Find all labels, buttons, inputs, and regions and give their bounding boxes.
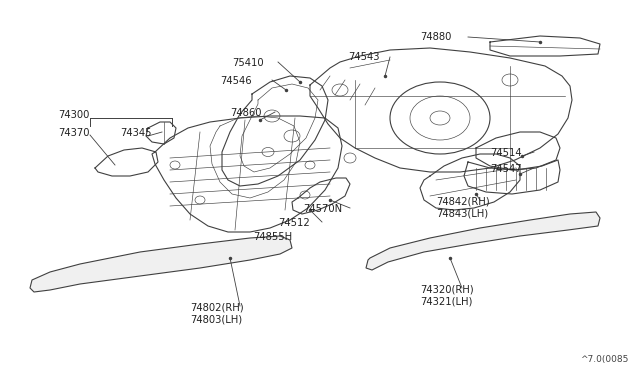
Text: 75410: 75410	[232, 58, 264, 68]
Text: 74543: 74543	[348, 52, 380, 62]
Text: 74547: 74547	[490, 164, 522, 174]
Text: 74514: 74514	[490, 148, 522, 158]
Polygon shape	[366, 212, 600, 270]
Text: 74370: 74370	[58, 128, 90, 138]
Polygon shape	[30, 236, 292, 292]
Text: 74546: 74546	[220, 76, 252, 86]
Text: 74512: 74512	[278, 218, 310, 228]
Text: 74860: 74860	[230, 108, 262, 118]
Text: 74320(RH)
74321(LH): 74320(RH) 74321(LH)	[420, 284, 474, 307]
Text: 74345: 74345	[120, 128, 152, 138]
Text: 74802(RH)
74803(LH): 74802(RH) 74803(LH)	[190, 302, 244, 324]
Text: 74880: 74880	[420, 32, 451, 42]
Text: 74300: 74300	[58, 110, 90, 120]
Text: 74842(RH)
74843(LH): 74842(RH) 74843(LH)	[436, 196, 490, 218]
Text: ^7.0(0085: ^7.0(0085	[580, 355, 628, 364]
Text: 74855H: 74855H	[253, 232, 292, 242]
Text: 74570N: 74570N	[303, 204, 342, 214]
